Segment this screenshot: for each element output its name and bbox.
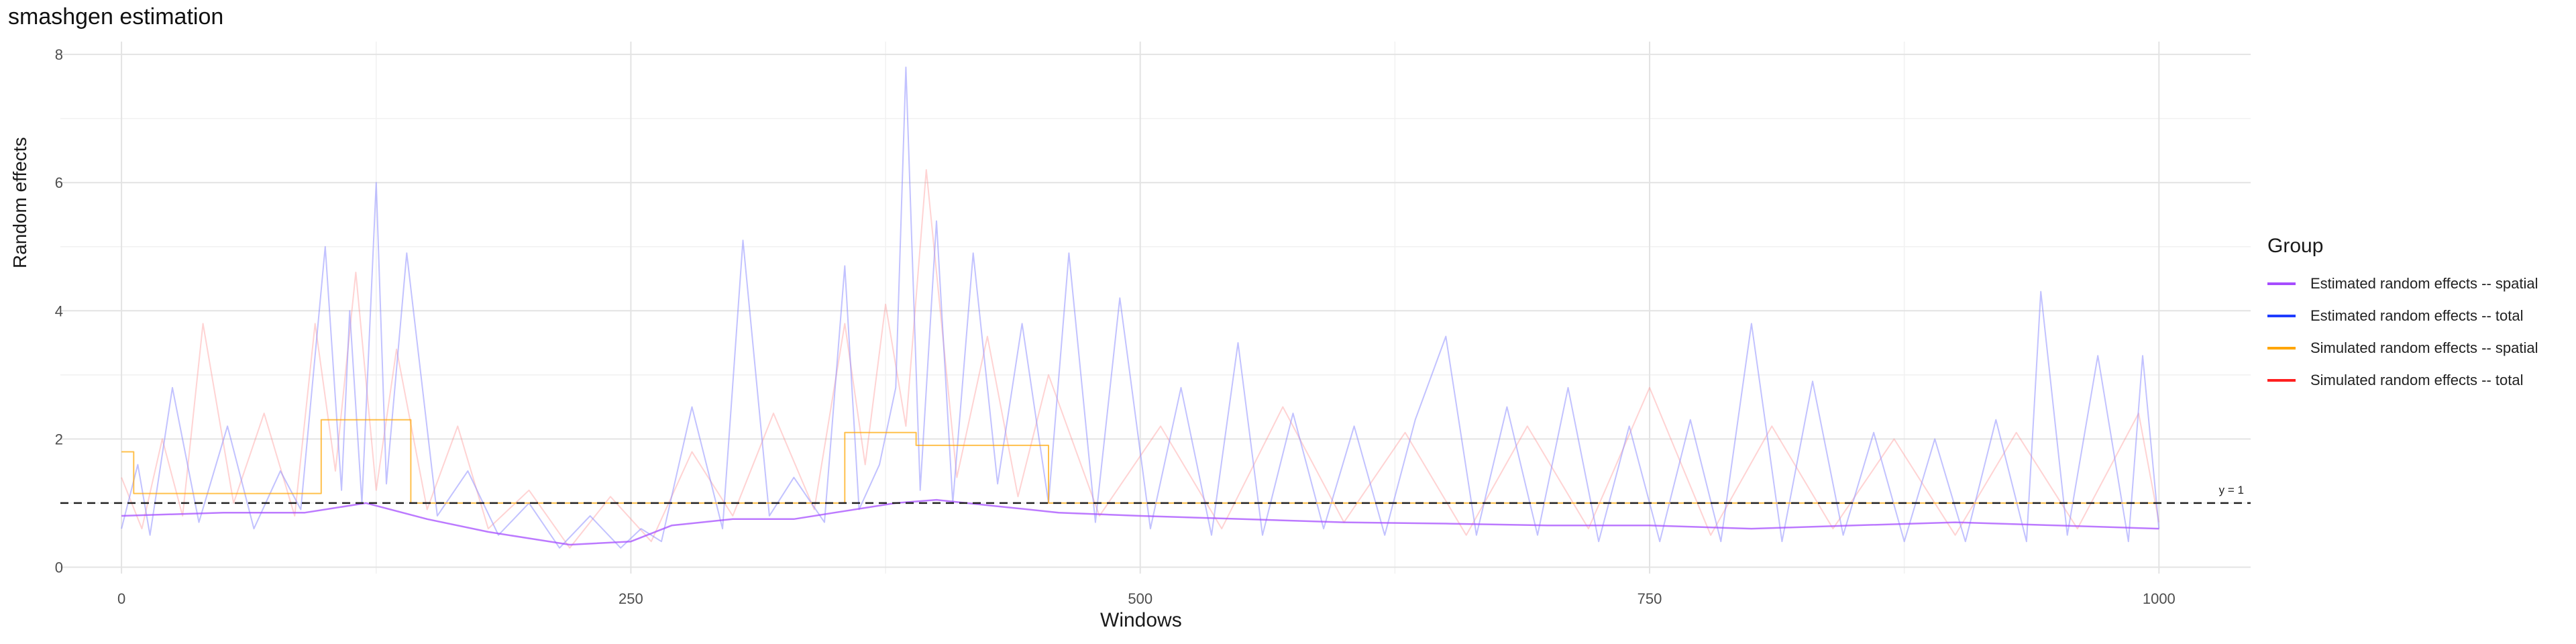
- x-axis-title: Windows: [1100, 609, 1182, 631]
- x-tick-label: 250: [619, 590, 643, 607]
- legend-label: Simulated random effects -- total: [2310, 372, 2524, 388]
- series-estimated-spatial: [121, 498, 2159, 546]
- legend-key-estimated-spatial: [2267, 282, 2296, 285]
- legend-key-simulated-spatial: [2267, 347, 2296, 350]
- legend-item-estimated-total: Estimated random effects -- total: [2267, 305, 2538, 327]
- y-tick-label: 2: [55, 431, 63, 447]
- legend-key-simulated-total: [2267, 379, 2296, 382]
- y-tick-label: 8: [55, 46, 63, 63]
- y-tick-label: 4: [55, 303, 63, 319]
- legend-item-simulated-total: Simulated random effects -- total: [2267, 369, 2538, 392]
- x-tick-label: 500: [1128, 590, 1152, 607]
- legend-key-estimated-total: [2267, 315, 2296, 317]
- series-simulated-spatial: [121, 419, 2159, 504]
- reference-line-label: y = 1: [2219, 484, 2244, 496]
- x-tick-label: 750: [1638, 590, 1662, 607]
- legend-title: Group: [2267, 235, 2324, 257]
- series-estimated-total: [121, 66, 2160, 549]
- x-tick-label: 1000: [2143, 590, 2176, 607]
- legend-label: Simulated random effects -- spatial: [2310, 339, 2538, 356]
- y-axis-title: Random effects: [9, 137, 30, 268]
- chart-title: smashgen estimation: [8, 4, 224, 30]
- y-tick-label: 6: [55, 174, 63, 191]
- x-tick-label: 0: [117, 590, 125, 607]
- legend-label: Estimated random effects -- total: [2310, 307, 2524, 324]
- y-tick-label: 0: [55, 559, 63, 576]
- legend-label: Estimated random effects -- spatial: [2310, 275, 2538, 292]
- legend: Group Estimated random effects -- spatia…: [2267, 235, 2538, 401]
- legend-item-simulated-spatial: Simulated random effects -- spatial: [2267, 337, 2538, 360]
- legend-item-estimated-spatial: Estimated random effects -- spatial: [2267, 272, 2538, 295]
